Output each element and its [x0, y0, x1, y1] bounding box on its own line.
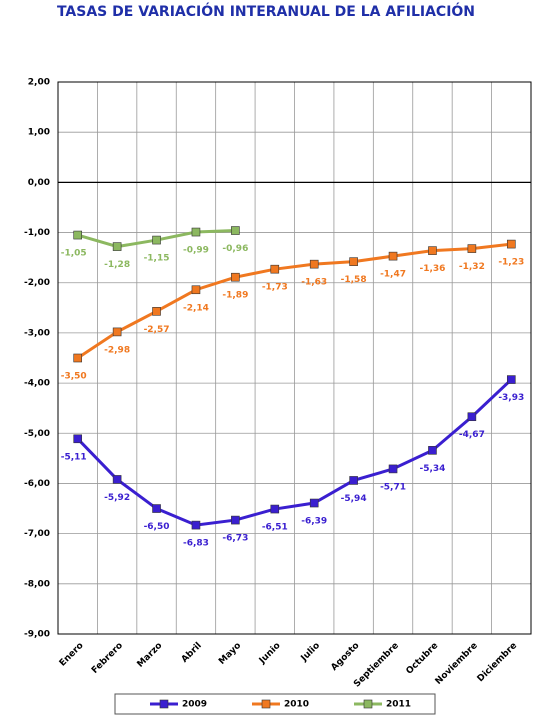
data-label: -6,39 [301, 517, 327, 527]
y-tick-label: -4,00 [24, 379, 50, 389]
x-tick-label: Octubre [405, 641, 441, 677]
data-label: -5,34 [419, 464, 445, 474]
data-label: -5,11 [61, 452, 87, 462]
y-tick-label: -3,00 [24, 328, 50, 338]
data-label: -5,92 [104, 493, 130, 503]
y-tick-label: -2,00 [24, 278, 50, 288]
x-tick-label: Agosto [329, 641, 361, 673]
series-line [76, 242, 512, 360]
y-tick-label: -5,00 [24, 429, 50, 439]
x-tick-label: Febrero [90, 641, 125, 676]
point-marker [506, 375, 516, 384]
data-label: -1,28 [104, 260, 130, 270]
data-label: -2,98 [104, 345, 130, 355]
y-tick-label: -1,00 [24, 228, 50, 238]
point-marker [388, 464, 398, 474]
chart-title: TASAS DE VARIACIÓN INTERANUAL DE LA AFIL… [57, 2, 475, 20]
data-label: -1,32 [459, 262, 485, 272]
data-label: -2,14 [183, 303, 209, 313]
x-tick-label: Enero [58, 641, 86, 669]
y-tick-label: -9,00 [24, 630, 50, 640]
point-marker [467, 244, 477, 253]
data-label: -3,93 [498, 393, 524, 403]
point-marker [231, 515, 240, 525]
point-marker [112, 327, 122, 337]
data-label: -1,89 [222, 291, 248, 301]
point-marker [112, 242, 122, 251]
point-marker [467, 412, 477, 422]
point-marker [231, 226, 240, 235]
data-label: -4,67 [459, 430, 485, 440]
legend-marker [261, 699, 271, 709]
point-marker [152, 307, 161, 316]
point-marker [309, 498, 319, 508]
point-marker [309, 259, 319, 269]
point-marker [270, 264, 280, 274]
data-label: -5,94 [341, 494, 367, 504]
point-marker [152, 504, 161, 513]
legend-marker [159, 699, 169, 709]
y-tick-label: -6,00 [24, 479, 50, 489]
point-marker [428, 446, 437, 455]
x-tick-label: Abril [180, 641, 204, 665]
point-marker [388, 251, 398, 261]
y-tick-label: -8,00 [24, 579, 50, 589]
x-tick-label: Julio [299, 641, 322, 664]
data-label: -2,57 [144, 325, 170, 335]
data-label: -6,50 [144, 522, 170, 532]
point-marker [112, 475, 122, 484]
point-marker [73, 230, 83, 240]
legend-label: 2009 [182, 700, 207, 710]
data-label: -1,58 [341, 275, 367, 285]
legend-label: 2011 [386, 700, 411, 710]
data-label: -1,63 [301, 278, 327, 288]
data-label: -0,99 [183, 246, 209, 256]
data-label: -6,83 [183, 539, 209, 549]
x-tick-label: Junio [257, 641, 283, 667]
data-label: -6,73 [222, 534, 248, 544]
x-tick-label: Mayo [217, 641, 243, 667]
data-label: -1,05 [61, 249, 87, 259]
point-marker [506, 239, 516, 249]
data-label: -1,73 [262, 283, 288, 293]
data-label: -1,15 [144, 254, 170, 264]
x-tick-label: Marzo [136, 641, 165, 670]
plot-frame [57, 81, 532, 635]
y-tick-label: 2,00 [28, 78, 50, 88]
y-tick-label: 0,00 [28, 178, 50, 188]
point-marker [231, 272, 240, 282]
data-label: -6,51 [262, 523, 288, 533]
data-label: -3,50 [61, 372, 87, 382]
point-marker [191, 285, 201, 295]
data-label: -1,36 [419, 264, 445, 274]
y-tick-label: 1,00 [28, 128, 50, 138]
point-marker [152, 235, 161, 245]
data-label: -0,96 [222, 244, 248, 254]
data-label: -1,23 [498, 258, 524, 268]
x-tick-label: Noviembre [434, 641, 480, 687]
point-marker [191, 227, 201, 237]
y-tick-label: -7,00 [24, 529, 50, 539]
data-label: -5,71 [380, 482, 406, 492]
point-marker [428, 246, 437, 255]
legend-marker [363, 699, 373, 709]
series-line [76, 378, 513, 527]
point-marker [73, 353, 83, 363]
point-marker [349, 476, 358, 485]
data-label: -1,47 [380, 270, 406, 280]
point-marker [191, 520, 201, 530]
point-marker [270, 504, 280, 514]
x-tick-label: Diciembre [476, 641, 519, 684]
point-marker [349, 257, 358, 266]
point-marker [73, 434, 83, 444]
legend-label: 2010 [284, 700, 309, 710]
